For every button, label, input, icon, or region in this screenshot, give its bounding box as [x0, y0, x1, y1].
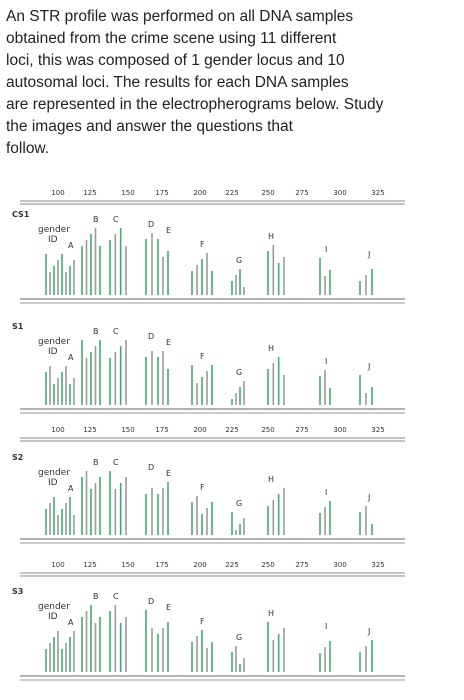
locus-label: A [68, 353, 74, 362]
locus-label: A [68, 618, 74, 627]
text-line: An STR profile was performed on all DNA … [6, 8, 354, 25]
scale-tick: 200 [193, 561, 206, 569]
locus-label: G [236, 368, 242, 377]
gender-label: gender [38, 602, 70, 612]
scale-tick: 300 [333, 561, 346, 569]
locus-label: J [367, 493, 370, 502]
scale-tick: 250 [261, 561, 274, 569]
scale-tick: 200 [193, 426, 206, 434]
locus-label: A [68, 484, 74, 493]
locus-label: E [166, 469, 171, 478]
locus-label: I [325, 622, 327, 631]
locus-label: I [325, 488, 327, 497]
scale-tick: 125 [83, 426, 96, 434]
locus-label: A [68, 241, 74, 250]
locus-label: D [148, 463, 154, 472]
scale-tick: 325 [371, 561, 384, 569]
locus-label: B [93, 592, 99, 601]
scale-tick: 250 [261, 426, 274, 434]
locus-label: D [148, 220, 154, 229]
scale-tick: 225 [225, 426, 238, 434]
locus-label: E [166, 603, 171, 612]
locus-label: F [200, 240, 205, 249]
scale-tick: 325 [371, 189, 384, 197]
text-line: obtained from the crime scene using 11 d… [6, 30, 337, 47]
locus-label: C [113, 592, 119, 601]
scale-tick: 275 [295, 426, 308, 434]
scale-tick: 125 [83, 189, 96, 197]
scale-tick: 175 [155, 561, 168, 569]
locus-label: I [325, 245, 327, 254]
locus-label: F [200, 483, 205, 492]
gender-label: gender [38, 337, 70, 347]
scale-tick: 100 [51, 426, 64, 434]
scale-tick: 100 [51, 189, 64, 197]
locus-label: J [367, 250, 370, 259]
id-label: ID [48, 478, 58, 488]
scale-tick: 150 [121, 561, 134, 569]
scale-tick: 200 [193, 189, 206, 197]
id-label: ID [48, 235, 58, 245]
text-line: follow. [6, 140, 50, 157]
id-label: ID [48, 347, 58, 357]
locus-label: H [268, 475, 274, 484]
text-line: loci, this was composed of 1 gender locu… [6, 52, 345, 69]
scale-tick: 225 [225, 189, 238, 197]
locus-label: D [148, 597, 154, 606]
scale-tick: 175 [155, 189, 168, 197]
locus-label: J [367, 627, 370, 636]
scale-tick: 125 [83, 561, 96, 569]
scale-tick: 150 [121, 426, 134, 434]
gender-label: gender [38, 468, 70, 478]
text-line: the images and answer the questions that [6, 118, 293, 135]
text-line: autosomal loci. The results for each DNA… [6, 74, 349, 91]
locus-label: J [367, 362, 370, 371]
scale-tick: 275 [295, 561, 308, 569]
locus-label: I [325, 357, 327, 366]
locus-label: C [113, 215, 119, 224]
locus-label: E [166, 338, 171, 347]
scale-tick: 100 [51, 561, 64, 569]
scale-tick: 325 [371, 426, 384, 434]
scale-tick: 150 [121, 189, 134, 197]
sample-label: S1 [12, 322, 24, 331]
scale-tick: 225 [225, 561, 238, 569]
locus-label: C [113, 327, 119, 336]
locus-label: H [268, 609, 274, 618]
scale-tick: 300 [333, 426, 346, 434]
scale-tick: 275 [295, 189, 308, 197]
locus-label: C [113, 458, 119, 467]
text-line: are represented in the electropherograms… [6, 96, 384, 113]
locus-label: G [236, 499, 242, 508]
sample-label: CS1 [12, 210, 30, 219]
locus-label: G [236, 633, 242, 642]
scale-tick: 175 [155, 426, 168, 434]
question-text: An STR profile was performed on all DNA … [6, 6, 461, 160]
sample-label: S3 [12, 587, 23, 596]
locus-label: G [236, 256, 242, 265]
locus-label: B [93, 327, 99, 336]
scale-tick: 300 [333, 189, 346, 197]
locus-label: B [93, 458, 99, 467]
gender-label: gender [38, 225, 70, 235]
locus-label: H [268, 232, 274, 241]
locus-label: F [200, 352, 205, 361]
scale-tick: 250 [261, 189, 274, 197]
locus-label: B [93, 215, 99, 224]
locus-label: H [268, 344, 274, 353]
locus-label: E [166, 226, 171, 235]
locus-label: F [200, 617, 205, 626]
locus-label: D [148, 332, 154, 341]
sample-label: S2 [12, 453, 23, 462]
electropherogram-figure: 100 125 150 175 200 225 250 275 300 325CS1genderI… [12, 189, 405, 681]
id-label: ID [48, 612, 58, 622]
